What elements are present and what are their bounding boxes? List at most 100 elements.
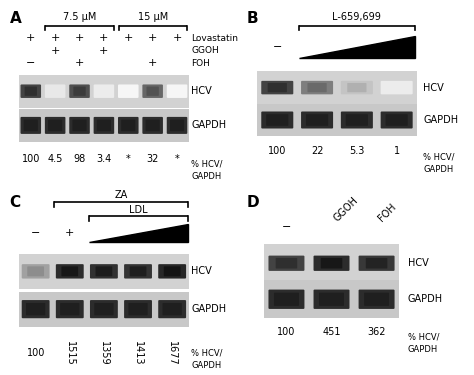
Text: *: * <box>174 154 179 164</box>
Text: 100: 100 <box>27 348 45 358</box>
FancyBboxPatch shape <box>62 266 78 276</box>
FancyBboxPatch shape <box>321 258 342 268</box>
Text: +: + <box>148 58 157 68</box>
FancyBboxPatch shape <box>261 111 293 129</box>
Bar <box>18 291 189 327</box>
Text: 98: 98 <box>73 154 86 164</box>
FancyBboxPatch shape <box>268 83 287 92</box>
Text: +: + <box>75 58 84 68</box>
FancyBboxPatch shape <box>385 114 408 126</box>
Text: GGOH: GGOH <box>331 195 360 223</box>
FancyBboxPatch shape <box>56 300 84 318</box>
FancyBboxPatch shape <box>130 266 146 276</box>
Text: 5.3: 5.3 <box>349 147 365 156</box>
FancyBboxPatch shape <box>94 303 114 315</box>
Text: GAPDH: GAPDH <box>191 304 227 314</box>
Text: % HCV/: % HCV/ <box>408 333 439 342</box>
FancyBboxPatch shape <box>48 120 62 131</box>
Bar <box>264 280 399 318</box>
Text: *: * <box>126 154 131 164</box>
FancyBboxPatch shape <box>313 256 349 271</box>
Text: 1413: 1413 <box>133 340 143 365</box>
FancyBboxPatch shape <box>27 266 44 276</box>
Text: +: + <box>26 33 36 43</box>
Text: % HCV/: % HCV/ <box>191 349 223 358</box>
Text: GAPDH: GAPDH <box>408 294 443 304</box>
Polygon shape <box>299 36 415 58</box>
Text: GAPDH: GAPDH <box>191 120 227 130</box>
FancyBboxPatch shape <box>69 117 90 134</box>
FancyBboxPatch shape <box>308 83 327 92</box>
FancyBboxPatch shape <box>158 264 186 279</box>
Text: 100: 100 <box>22 154 40 164</box>
FancyBboxPatch shape <box>347 83 366 92</box>
Text: −: − <box>273 42 282 52</box>
Text: GAPDH: GAPDH <box>423 115 458 125</box>
FancyBboxPatch shape <box>90 264 118 279</box>
FancyBboxPatch shape <box>268 256 304 271</box>
Text: +: + <box>75 33 84 43</box>
FancyBboxPatch shape <box>261 81 293 94</box>
FancyBboxPatch shape <box>276 258 297 268</box>
FancyBboxPatch shape <box>306 114 328 126</box>
FancyBboxPatch shape <box>128 303 148 315</box>
Text: GAPDH: GAPDH <box>423 165 453 174</box>
FancyBboxPatch shape <box>90 300 118 318</box>
Text: GAPDH: GAPDH <box>408 345 438 354</box>
FancyBboxPatch shape <box>341 81 373 94</box>
FancyBboxPatch shape <box>69 84 90 98</box>
Text: 100: 100 <box>277 327 296 337</box>
Text: 15 μM: 15 μM <box>137 12 168 22</box>
FancyBboxPatch shape <box>274 292 299 306</box>
FancyBboxPatch shape <box>319 292 344 306</box>
Text: B: B <box>246 11 258 26</box>
Text: −: − <box>26 58 36 68</box>
Text: 4.5: 4.5 <box>47 154 63 164</box>
Text: ZA: ZA <box>114 190 128 200</box>
FancyBboxPatch shape <box>94 117 114 134</box>
Bar <box>18 254 189 289</box>
Polygon shape <box>89 224 188 242</box>
FancyBboxPatch shape <box>359 256 394 271</box>
FancyBboxPatch shape <box>73 120 87 131</box>
Text: LDL: LDL <box>129 205 147 214</box>
Text: 451: 451 <box>322 327 341 337</box>
FancyBboxPatch shape <box>121 120 136 131</box>
Text: HCV: HCV <box>408 258 428 268</box>
Text: 1515: 1515 <box>65 340 75 365</box>
FancyBboxPatch shape <box>163 303 182 315</box>
Text: +: + <box>99 46 109 56</box>
Text: +: + <box>148 33 157 43</box>
FancyBboxPatch shape <box>341 111 373 129</box>
FancyBboxPatch shape <box>359 290 394 309</box>
FancyBboxPatch shape <box>73 87 86 96</box>
Text: HCV: HCV <box>423 82 444 93</box>
FancyBboxPatch shape <box>97 120 111 131</box>
Text: HCV: HCV <box>191 266 212 276</box>
FancyBboxPatch shape <box>142 117 163 134</box>
FancyBboxPatch shape <box>118 117 138 134</box>
FancyBboxPatch shape <box>301 111 333 129</box>
Text: −: − <box>31 228 40 238</box>
FancyBboxPatch shape <box>20 117 41 134</box>
Text: L-659,699: L-659,699 <box>332 12 381 22</box>
Text: GAPDH: GAPDH <box>191 172 222 181</box>
Text: C: C <box>9 195 20 210</box>
Text: 100: 100 <box>268 147 286 156</box>
FancyBboxPatch shape <box>118 84 138 98</box>
FancyBboxPatch shape <box>164 266 181 276</box>
Bar <box>257 104 417 136</box>
FancyBboxPatch shape <box>124 264 152 279</box>
FancyBboxPatch shape <box>25 87 37 96</box>
Text: GGOH: GGOH <box>191 46 219 55</box>
Bar <box>18 75 189 108</box>
Text: 1677: 1677 <box>167 340 177 365</box>
FancyBboxPatch shape <box>170 120 184 131</box>
FancyBboxPatch shape <box>313 290 349 309</box>
Text: 7.5 μM: 7.5 μM <box>63 12 96 22</box>
Text: GAPDH: GAPDH <box>191 362 222 370</box>
FancyBboxPatch shape <box>266 114 288 126</box>
Text: HCV: HCV <box>191 86 212 96</box>
Text: 1359: 1359 <box>99 340 109 365</box>
Text: +: + <box>50 33 60 43</box>
